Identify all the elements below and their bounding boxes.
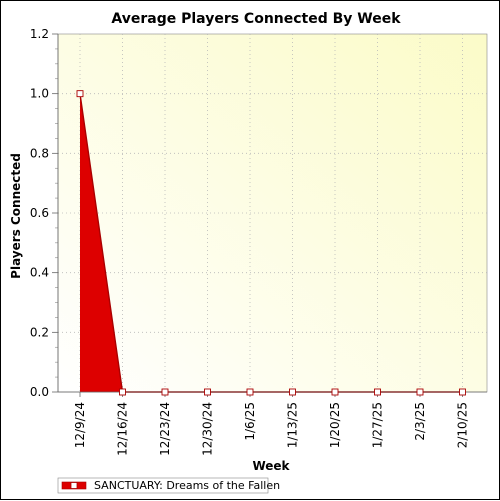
x-tick-label: 1/20/25 — [328, 402, 342, 448]
x-tick-label: 12/9/24 — [73, 402, 87, 448]
plot-area — [57, 33, 488, 393]
x-tick-label: 12/16/24 — [116, 402, 130, 456]
data-point — [161, 388, 169, 396]
y-tick-label: 0.0 — [30, 385, 49, 399]
data-point — [76, 90, 84, 98]
x-tick-label: 1/13/25 — [286, 402, 300, 448]
data-point — [459, 388, 466, 396]
data-point — [289, 388, 296, 396]
data-point — [119, 388, 126, 396]
x-tick-label: 1/27/25 — [371, 402, 385, 448]
legend-label: SANCTUARY: Dreams of the Fallen — [94, 479, 280, 492]
x-tick-label: 2/10/25 — [456, 402, 470, 448]
y-tick-label: 1.0 — [30, 87, 49, 101]
legend-marker-icon — [70, 482, 78, 489]
x-tick-label: 2/3/25 — [413, 402, 427, 441]
y-tick-label: 0.2 — [30, 325, 49, 339]
data-point — [331, 388, 339, 396]
x-tick-labels: 12/9/24 12/16/24 12/23/24 12/30/24 1/6/25 1/1… — [73, 402, 470, 456]
legend-box — [57, 477, 269, 494]
data-point — [246, 388, 254, 396]
x-axis-title: Week — [252, 459, 290, 473]
y-tick-labels: 0.0 0.2 0.4 0.6 0.8 1.0 1.2 — [30, 27, 49, 399]
legend: SANCTUARY: Dreams of the Fallen — [57, 477, 280, 494]
y-tick-label: 1.2 — [30, 27, 49, 41]
chart-title: Average Players Connected By Week — [111, 11, 401, 27]
data-point — [204, 388, 211, 396]
y-axis-title: Players Connected — [9, 153, 23, 279]
data-point — [416, 388, 424, 396]
x-tick-label: 1/6/25 — [243, 402, 257, 441]
y-tick-label: 0.8 — [30, 146, 49, 160]
y-tick-label: 0.6 — [30, 206, 49, 220]
x-tick-label: 12/23/24 — [158, 402, 172, 456]
data-point — [374, 388, 381, 396]
x-tick-label: 12/30/24 — [201, 402, 215, 456]
y-tick-label: 0.4 — [30, 266, 49, 280]
data-points — [76, 90, 466, 396]
